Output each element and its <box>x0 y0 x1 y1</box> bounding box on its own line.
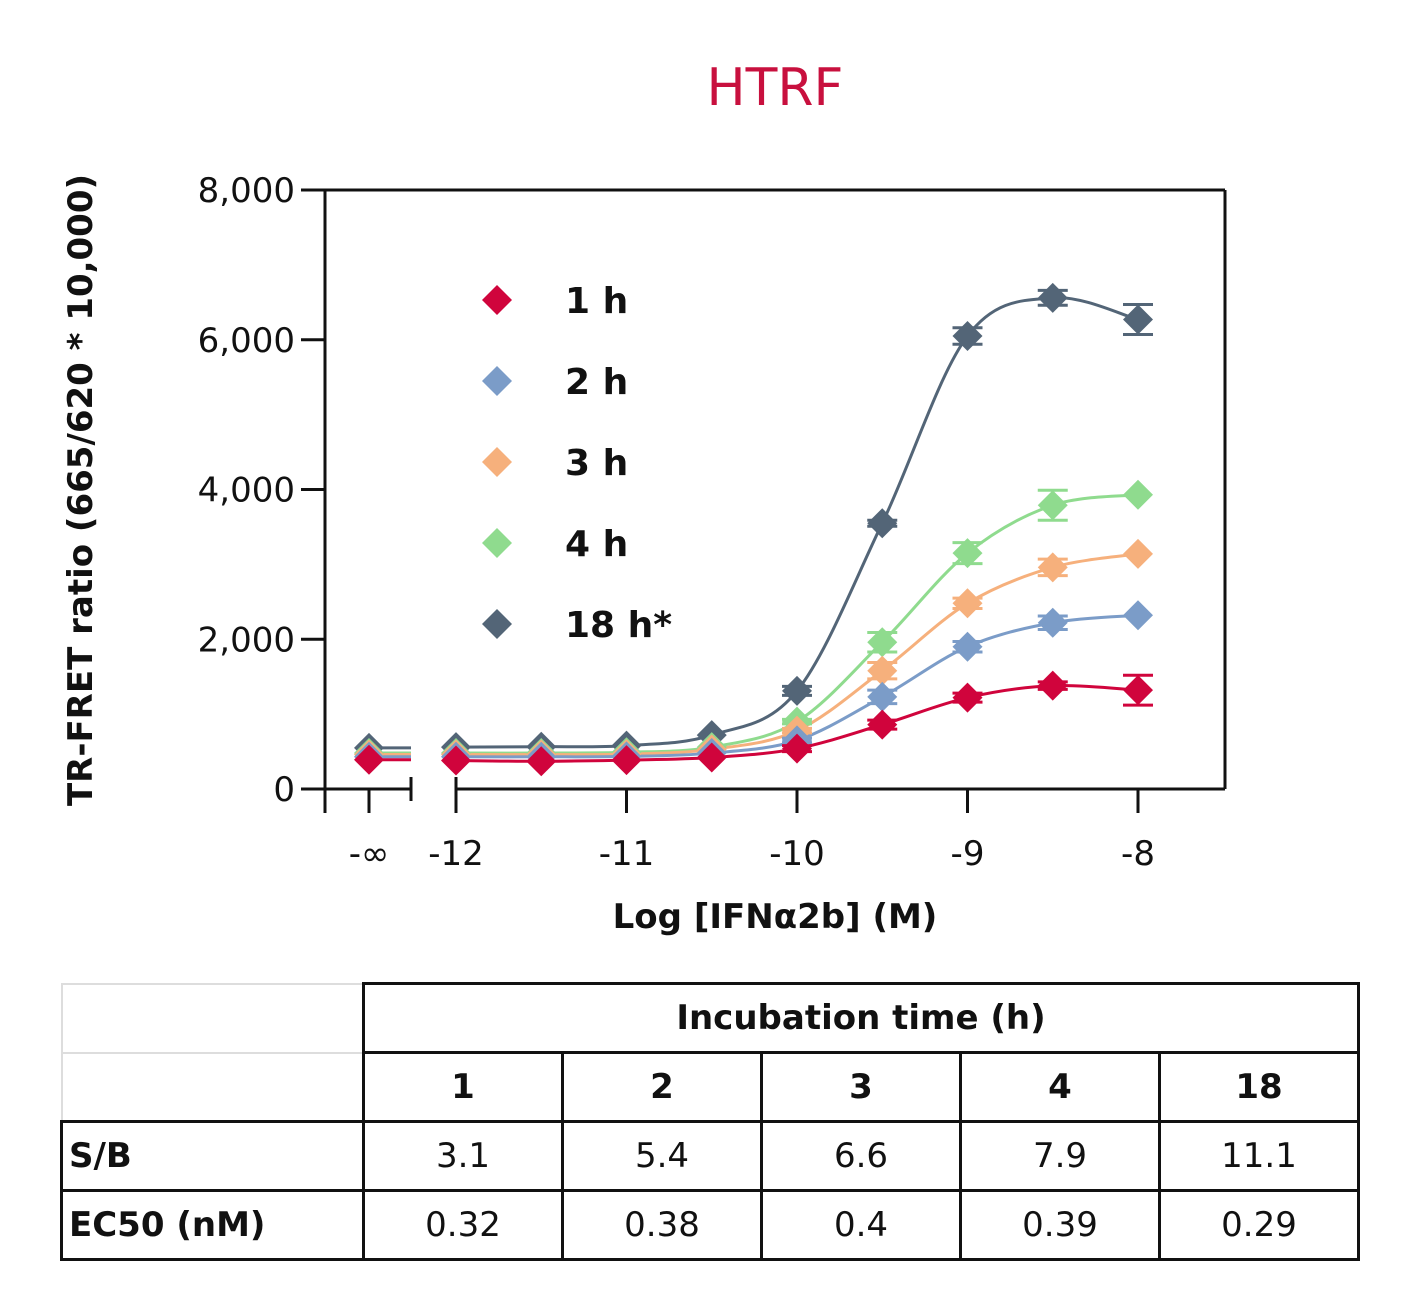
x-tick-label: -9 <box>951 834 985 874</box>
table-row: S/B 3.1 5.4 6.6 7.9 11.1 <box>60 1120 1360 1192</box>
legend-label-3h: 3 h <box>565 443 628 484</box>
legend-marker-2h <box>482 366 512 396</box>
data-point-2h <box>952 631 983 662</box>
data-point-1h <box>526 746 557 777</box>
data-point-2h <box>867 681 898 712</box>
table-cell: 3.1 <box>362 1120 564 1192</box>
legend-label-2h: 2 h <box>565 362 628 403</box>
data-point-1h <box>611 745 642 776</box>
legend-label-4h: 4 h <box>565 524 628 565</box>
table-cell: 0.29 <box>1158 1189 1360 1261</box>
data-point-18h <box>867 508 898 539</box>
data-point-1h <box>1123 675 1153 706</box>
data-point-3h <box>1037 552 1068 583</box>
data-point-2h <box>1123 600 1153 631</box>
data-point-4h <box>1123 479 1153 510</box>
data-point-18h <box>1037 282 1068 313</box>
data-point-4h <box>867 627 898 658</box>
table-column-header: 4 <box>959 1051 1161 1123</box>
table-row: EC50 (nM) 0.32 0.38 0.4 0.39 0.29 <box>60 1189 1360 1261</box>
x-tick-label: -11 <box>599 834 655 874</box>
chart-title: HTRF <box>707 58 844 118</box>
table-corner-cell <box>60 982 365 1054</box>
data-point-1h <box>1037 670 1068 701</box>
legend: 1 h 2 h 3 h 4 h 18 h* <box>482 281 672 646</box>
data-point-3h <box>867 655 898 686</box>
data-point-2h <box>1037 607 1068 638</box>
y-tick-label: 0 <box>273 770 295 810</box>
y-tick-label: 4,000 <box>198 471 295 511</box>
legend-marker-4h <box>482 528 512 558</box>
table-group-header-row: Incubation time (h) <box>60 982 1360 1054</box>
table-cell: 0.4 <box>760 1189 962 1261</box>
table-column-header: 3 <box>760 1051 962 1123</box>
y-tick-label: 2,000 <box>198 620 295 660</box>
legend-label-18h: 18 h* <box>565 605 672 646</box>
table-cell: 5.4 <box>561 1120 763 1192</box>
legend-marker-18h <box>482 609 512 639</box>
table-cell: 0.39 <box>959 1189 1161 1261</box>
data-points <box>354 282 1153 777</box>
data-point-1h <box>354 744 384 775</box>
table-row-label: EC50 (nM) <box>60 1189 365 1261</box>
summary-table: Incubation time (h) 1 2 3 4 18 S/B 3.1 5… <box>60 982 1360 1261</box>
data-point-1h <box>696 742 727 773</box>
data-point-1h <box>441 745 471 776</box>
data-point-1h <box>782 733 812 764</box>
fit-curve-18h <box>455 296 1139 749</box>
table-corner-cell <box>60 1051 365 1123</box>
legend-marker-3h <box>482 447 512 477</box>
table-cell: 7.9 <box>959 1120 1161 1192</box>
table-cell: 0.38 <box>561 1189 763 1261</box>
x-tick-label: -10 <box>769 834 825 874</box>
data-point-1h <box>867 709 898 740</box>
x-axis-title: Log [IFNα2b] (M) <box>613 897 938 937</box>
y-axis-title: TR-FRET ratio (665/620 * 10,000) <box>61 174 101 806</box>
table-row-label: S/B <box>60 1120 365 1192</box>
table-column-header-row: 1 2 3 4 18 <box>60 1051 1360 1123</box>
y-tick-label: 6,000 <box>198 321 295 361</box>
y-tick-label: 8,000 <box>198 171 295 211</box>
fit-curves <box>369 296 1139 763</box>
data-point-18h <box>782 675 812 706</box>
table-column-header: 2 <box>561 1051 763 1123</box>
data-point-1h <box>952 682 983 713</box>
table-group-header: Incubation time (h) <box>362 982 1360 1054</box>
dose-response-chart: HTRF TR-FRET ratio (665/620 * 10,000) Lo… <box>61 58 1227 937</box>
data-point-18h <box>1123 304 1153 335</box>
table-cell: 6.6 <box>760 1120 962 1192</box>
legend-marker-1h <box>482 285 512 315</box>
legend-label-1h: 1 h <box>565 281 628 322</box>
data-point-3h <box>952 588 983 619</box>
data-point-4h <box>952 538 983 569</box>
x-tick-label: -8 <box>1121 834 1155 874</box>
axes: 0 2,000 4,000 6,000 8,000 -∞ -12 -11 -10 -9 -8 <box>198 171 1227 874</box>
table-column-header: 1 <box>362 1051 564 1123</box>
table-cell: 11.1 <box>1158 1120 1360 1192</box>
table-column-header: 18 <box>1158 1051 1360 1123</box>
x-tick-label: -12 <box>428 834 484 874</box>
x-tick-label-neg-inf: -∞ <box>349 834 390 874</box>
data-point-4h <box>1037 490 1068 521</box>
data-point-3h <box>1123 538 1153 569</box>
table-cell: 0.32 <box>362 1189 564 1261</box>
data-point-18h <box>952 321 983 352</box>
